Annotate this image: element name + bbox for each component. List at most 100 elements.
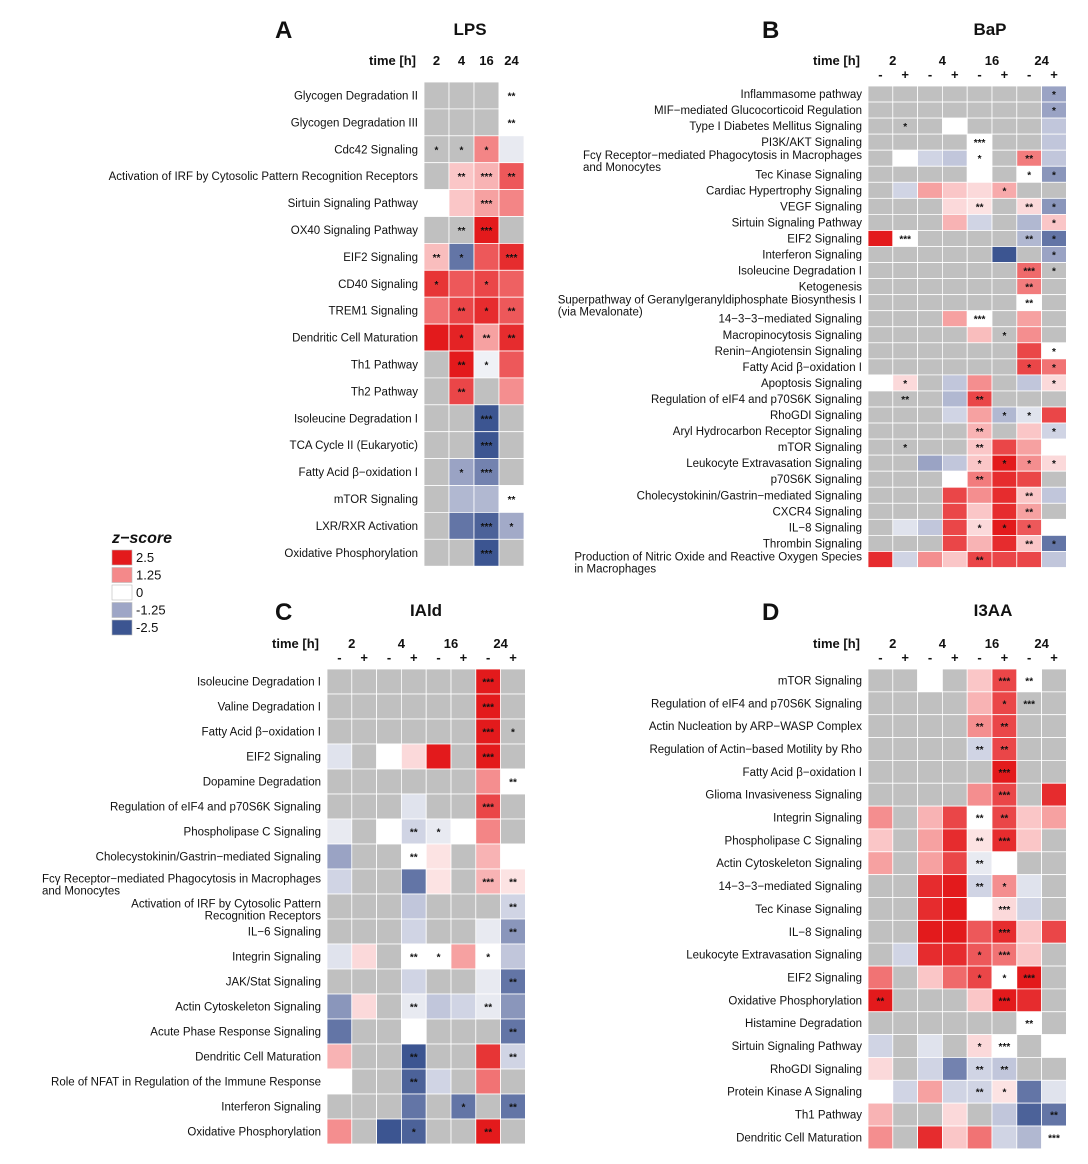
heatmap-cell xyxy=(1016,101,1042,119)
significance-mark: ** xyxy=(509,1103,517,1114)
heatmap-cell xyxy=(450,768,477,795)
heatmap-cell xyxy=(917,246,943,263)
significance-mark: ** xyxy=(1025,234,1033,245)
treatment-label: + xyxy=(460,650,468,665)
heatmap-cell xyxy=(1041,181,1067,199)
row-label: Fatty Acid β−oxidation I xyxy=(743,362,862,374)
heatmap-cell xyxy=(425,818,452,845)
row-label: TREM1 Signaling xyxy=(329,306,418,318)
row-label: Leukocyte Extravasation Signaling xyxy=(686,458,862,470)
heatmap-cell xyxy=(892,851,918,876)
heatmap-cell xyxy=(1016,1125,1042,1150)
heatmap-cell xyxy=(942,1057,968,1081)
row-label: Regulation of eIF4 and p70S6K Signaling xyxy=(110,802,321,814)
treatment-label: - xyxy=(387,650,391,665)
heatmap-cell xyxy=(400,1068,427,1095)
heatmap-cell xyxy=(917,181,943,199)
heatmap-cell xyxy=(326,1043,353,1070)
heatmap-cell xyxy=(942,230,968,247)
heatmap-cell xyxy=(942,502,968,520)
heatmap-cell xyxy=(425,793,452,820)
row-label: Actin Nucleation by ARP−WASP Complex xyxy=(649,721,862,733)
heatmap-cell xyxy=(423,108,450,137)
heatmap-cell xyxy=(867,326,894,344)
significance-mark: ** xyxy=(509,1053,517,1064)
heatmap-cell xyxy=(942,714,968,738)
heatmap-cell xyxy=(867,374,894,392)
heatmap-cell xyxy=(942,197,968,215)
heatmap-cell xyxy=(450,693,477,720)
heatmap-cell xyxy=(1016,342,1042,360)
heatmap-cell xyxy=(400,1043,427,1070)
heatmap-cell xyxy=(966,165,993,183)
heatmap-cell xyxy=(966,181,993,199)
heatmap-cell xyxy=(1016,1079,1042,1104)
heatmap-cell xyxy=(867,518,894,536)
heatmap-cell xyxy=(376,693,402,720)
heatmap-cell xyxy=(498,269,525,298)
heatmap-cell xyxy=(867,342,894,360)
row-label: mTOR Signaling xyxy=(778,442,862,454)
heatmap-cell xyxy=(1041,1011,1067,1036)
heatmap-cell xyxy=(351,1043,377,1070)
significance-mark: * xyxy=(1027,170,1031,181)
row-label: Regulation of eIF4 and p70S6K Signaling xyxy=(651,698,862,710)
treatment-label: - xyxy=(1027,67,1031,82)
heatmap-cell xyxy=(450,868,477,895)
heatmap-cell xyxy=(892,535,918,552)
heatmap-cell xyxy=(892,246,918,263)
row-label: Histamine Degradation xyxy=(745,1018,862,1030)
significance-mark: * xyxy=(1002,973,1006,984)
heatmap-cell xyxy=(498,108,525,137)
heatmap-cell xyxy=(867,1125,894,1150)
heatmap-cell xyxy=(376,843,402,870)
heatmap-cell xyxy=(376,868,402,895)
heatmap-cell xyxy=(423,296,450,325)
heatmap-cell xyxy=(423,485,450,513)
heatmap-cell xyxy=(1016,181,1042,199)
heatmap-cell xyxy=(892,988,918,1013)
heatmap-cell xyxy=(376,993,402,1020)
heatmap-cell xyxy=(326,668,353,695)
significance-mark: * xyxy=(1027,363,1031,374)
heatmap-cell xyxy=(892,406,918,424)
heatmap-cell xyxy=(892,294,918,312)
heatmap-cell xyxy=(867,874,894,898)
heatmap-cell xyxy=(917,897,943,921)
heatmap-cell xyxy=(867,165,894,183)
significance-mark: ** xyxy=(1025,154,1033,165)
significance-mark: ** xyxy=(1025,507,1033,518)
time-tick-label: 4 xyxy=(939,636,947,651)
treatment-label: + xyxy=(1001,650,1009,665)
row-label: IL−8 Signaling xyxy=(789,522,862,534)
time-tick-label: 2 xyxy=(433,53,440,68)
significance-mark: ** xyxy=(458,360,466,371)
heatmap-cell xyxy=(966,294,993,312)
heatmap-cell xyxy=(917,851,943,876)
row-label: Sirtuin Signaling Pathway xyxy=(732,1041,863,1053)
heatmap-cell xyxy=(867,85,894,103)
heatmap-cell xyxy=(376,793,402,820)
heatmap-cell xyxy=(376,1018,402,1045)
significance-mark: ** xyxy=(1025,1019,1033,1030)
significance-mark: * xyxy=(903,379,907,390)
heatmap-cell xyxy=(991,851,1018,876)
heatmap-cell xyxy=(942,454,968,472)
legend-label: 1.25 xyxy=(136,568,161,583)
heatmap-cell xyxy=(917,358,943,376)
time-tick-label: 2 xyxy=(348,636,355,651)
row-label: Th1 Pathway xyxy=(351,359,418,371)
heatmap-cell xyxy=(867,406,894,424)
heatmap-cell xyxy=(1041,149,1067,167)
heatmap-cell xyxy=(942,518,968,536)
row-label: RhoGDI Signaling xyxy=(770,410,862,422)
heatmap-cell xyxy=(1041,117,1067,135)
heatmap-cell xyxy=(473,512,500,540)
heatmap-cell xyxy=(425,1118,452,1145)
significance-mark: * xyxy=(903,122,907,133)
row-label: EIF2 Signaling xyxy=(246,752,321,764)
heatmap-cell xyxy=(498,242,525,271)
heatmap-cell xyxy=(942,133,968,151)
panel-title: IAld xyxy=(410,601,442,620)
significance-mark: * xyxy=(1052,234,1056,245)
